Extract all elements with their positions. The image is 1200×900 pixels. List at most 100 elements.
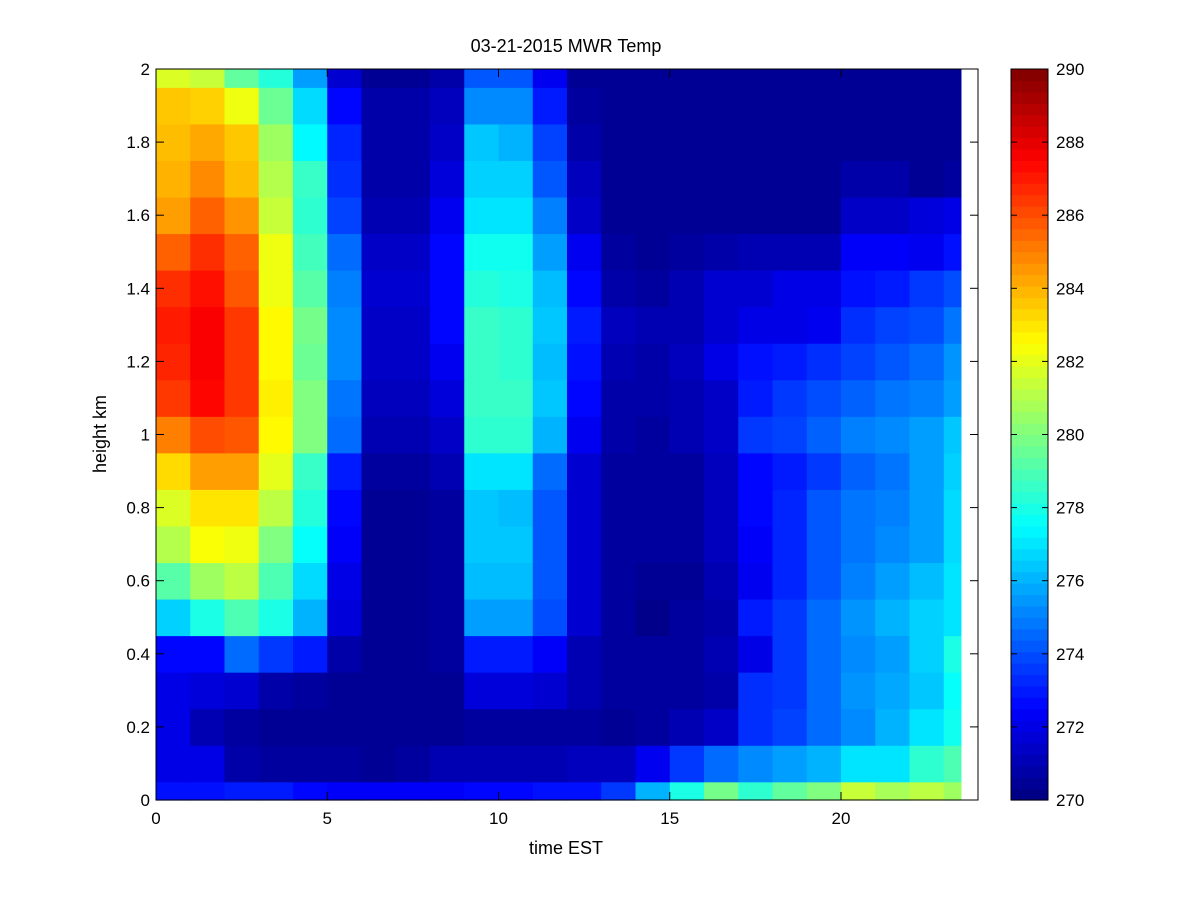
heatmap-cell xyxy=(532,306,568,344)
heatmap-cell xyxy=(909,672,945,710)
heatmap-cell xyxy=(567,562,602,600)
heatmap-cell xyxy=(601,635,637,673)
heatmap-cell xyxy=(772,672,808,710)
colorbar-band xyxy=(1011,411,1048,424)
heatmap-cell xyxy=(909,598,945,637)
heatmap-cell xyxy=(841,123,876,161)
heatmap-cell xyxy=(567,69,602,88)
heatmap-cell xyxy=(738,525,774,564)
heatmap-cell xyxy=(875,416,911,454)
heatmap-cell xyxy=(704,635,739,673)
heatmap-cell xyxy=(704,708,739,746)
heatmap-cell xyxy=(361,416,397,454)
heatmap-cell xyxy=(395,562,431,600)
heatmap-cell xyxy=(738,416,774,454)
colorbar-band xyxy=(1011,617,1048,630)
heatmap-cell xyxy=(327,160,363,198)
heatmap-cell xyxy=(395,525,431,564)
heatmap-cell xyxy=(567,416,602,454)
heatmap-cell xyxy=(430,379,465,417)
heatmap-cell xyxy=(635,562,671,600)
heatmap-cell xyxy=(909,69,945,88)
heatmap-cell xyxy=(224,781,260,801)
heatmap-cell xyxy=(772,233,808,271)
heatmap-cell xyxy=(190,343,226,381)
heatmap-cell xyxy=(738,452,774,490)
colorbar-band xyxy=(1011,377,1048,390)
heatmap-cell xyxy=(806,635,842,673)
colorbar-tick-label: 282 xyxy=(1056,352,1084,371)
heatmap-cell xyxy=(669,87,705,125)
heatmap-cell xyxy=(669,781,705,801)
heatmap-cell xyxy=(704,270,739,308)
heatmap-cell xyxy=(738,598,774,637)
heatmap-cell xyxy=(738,635,774,673)
heatmap-cell xyxy=(567,672,602,710)
heatmap-cell xyxy=(601,379,637,417)
heatmap-cell xyxy=(635,379,671,417)
colorbar-band xyxy=(1011,777,1048,790)
colorbar-tick-label: 276 xyxy=(1056,572,1084,591)
colorbar-gradient[interactable] xyxy=(1011,69,1048,801)
heatmap-cell xyxy=(532,87,568,125)
heatmap-cell xyxy=(464,270,500,308)
heatmap-cell xyxy=(601,69,637,88)
y-tick-label: 1.6 xyxy=(126,206,150,225)
heatmap-cell xyxy=(258,781,294,801)
colorbar-band xyxy=(1011,537,1048,550)
heatmap-cell xyxy=(841,233,876,271)
heatmap-cell xyxy=(704,343,739,381)
heatmap-cell xyxy=(841,160,876,198)
heatmap-cell xyxy=(293,416,328,454)
heatmap-cell xyxy=(293,708,328,746)
heatmap-cell xyxy=(738,306,774,344)
heatmap-cell xyxy=(841,562,876,600)
heatmap-cell xyxy=(532,672,568,710)
chart-title: 03-21-2015 MWR Temp xyxy=(471,36,662,56)
heatmap-cell xyxy=(258,196,294,235)
heatmap-cell xyxy=(909,489,945,527)
heatmap-cell xyxy=(841,87,876,125)
heatmap-cell xyxy=(224,562,260,600)
heatmap-cell xyxy=(567,306,602,344)
heatmap-cell xyxy=(567,379,602,417)
colorbar-tick-label: 290 xyxy=(1056,60,1084,79)
y-tick-label: 1.8 xyxy=(126,133,150,152)
heatmap-cell xyxy=(430,489,465,527)
heatmap-cell xyxy=(806,233,842,271)
colorbar-band xyxy=(1011,251,1048,264)
heatmap-cell xyxy=(498,745,534,783)
heatmap-cell xyxy=(224,745,260,783)
heatmap-cell xyxy=(464,452,500,490)
heatmap-cell xyxy=(361,233,397,271)
heatmap-cell xyxy=(875,598,911,637)
colorbar-band xyxy=(1011,297,1048,310)
heatmap-cells xyxy=(156,69,962,801)
heatmap-cell xyxy=(293,745,328,783)
colorbar-band xyxy=(1011,720,1048,733)
heatmap-cell xyxy=(943,160,962,198)
heatmap-cell xyxy=(635,306,671,344)
heatmap-cell xyxy=(875,69,911,88)
heatmap-cell xyxy=(498,196,534,235)
heatmap-cell xyxy=(772,781,808,801)
colorbar-band xyxy=(1011,605,1048,618)
heatmap-cell xyxy=(190,745,226,783)
heatmap-cell xyxy=(772,745,808,783)
heatmap-cell xyxy=(635,160,671,198)
heatmap-cell xyxy=(190,69,226,88)
heatmap-cell xyxy=(498,69,534,88)
heatmap-cell xyxy=(806,452,842,490)
colorbar-band xyxy=(1011,365,1048,378)
heatmap-cell xyxy=(327,379,363,417)
heatmap-cell xyxy=(875,452,911,490)
heatmap-cell xyxy=(361,525,397,564)
colorbar-band xyxy=(1011,217,1048,230)
heatmap-cell xyxy=(738,489,774,527)
heatmap-cell xyxy=(258,123,294,161)
colorbar-band xyxy=(1011,354,1048,367)
heatmap-cell xyxy=(258,160,294,198)
heatmap-cell xyxy=(395,379,431,417)
colorbar-band xyxy=(1011,480,1048,493)
heatmap-cell xyxy=(395,87,431,125)
